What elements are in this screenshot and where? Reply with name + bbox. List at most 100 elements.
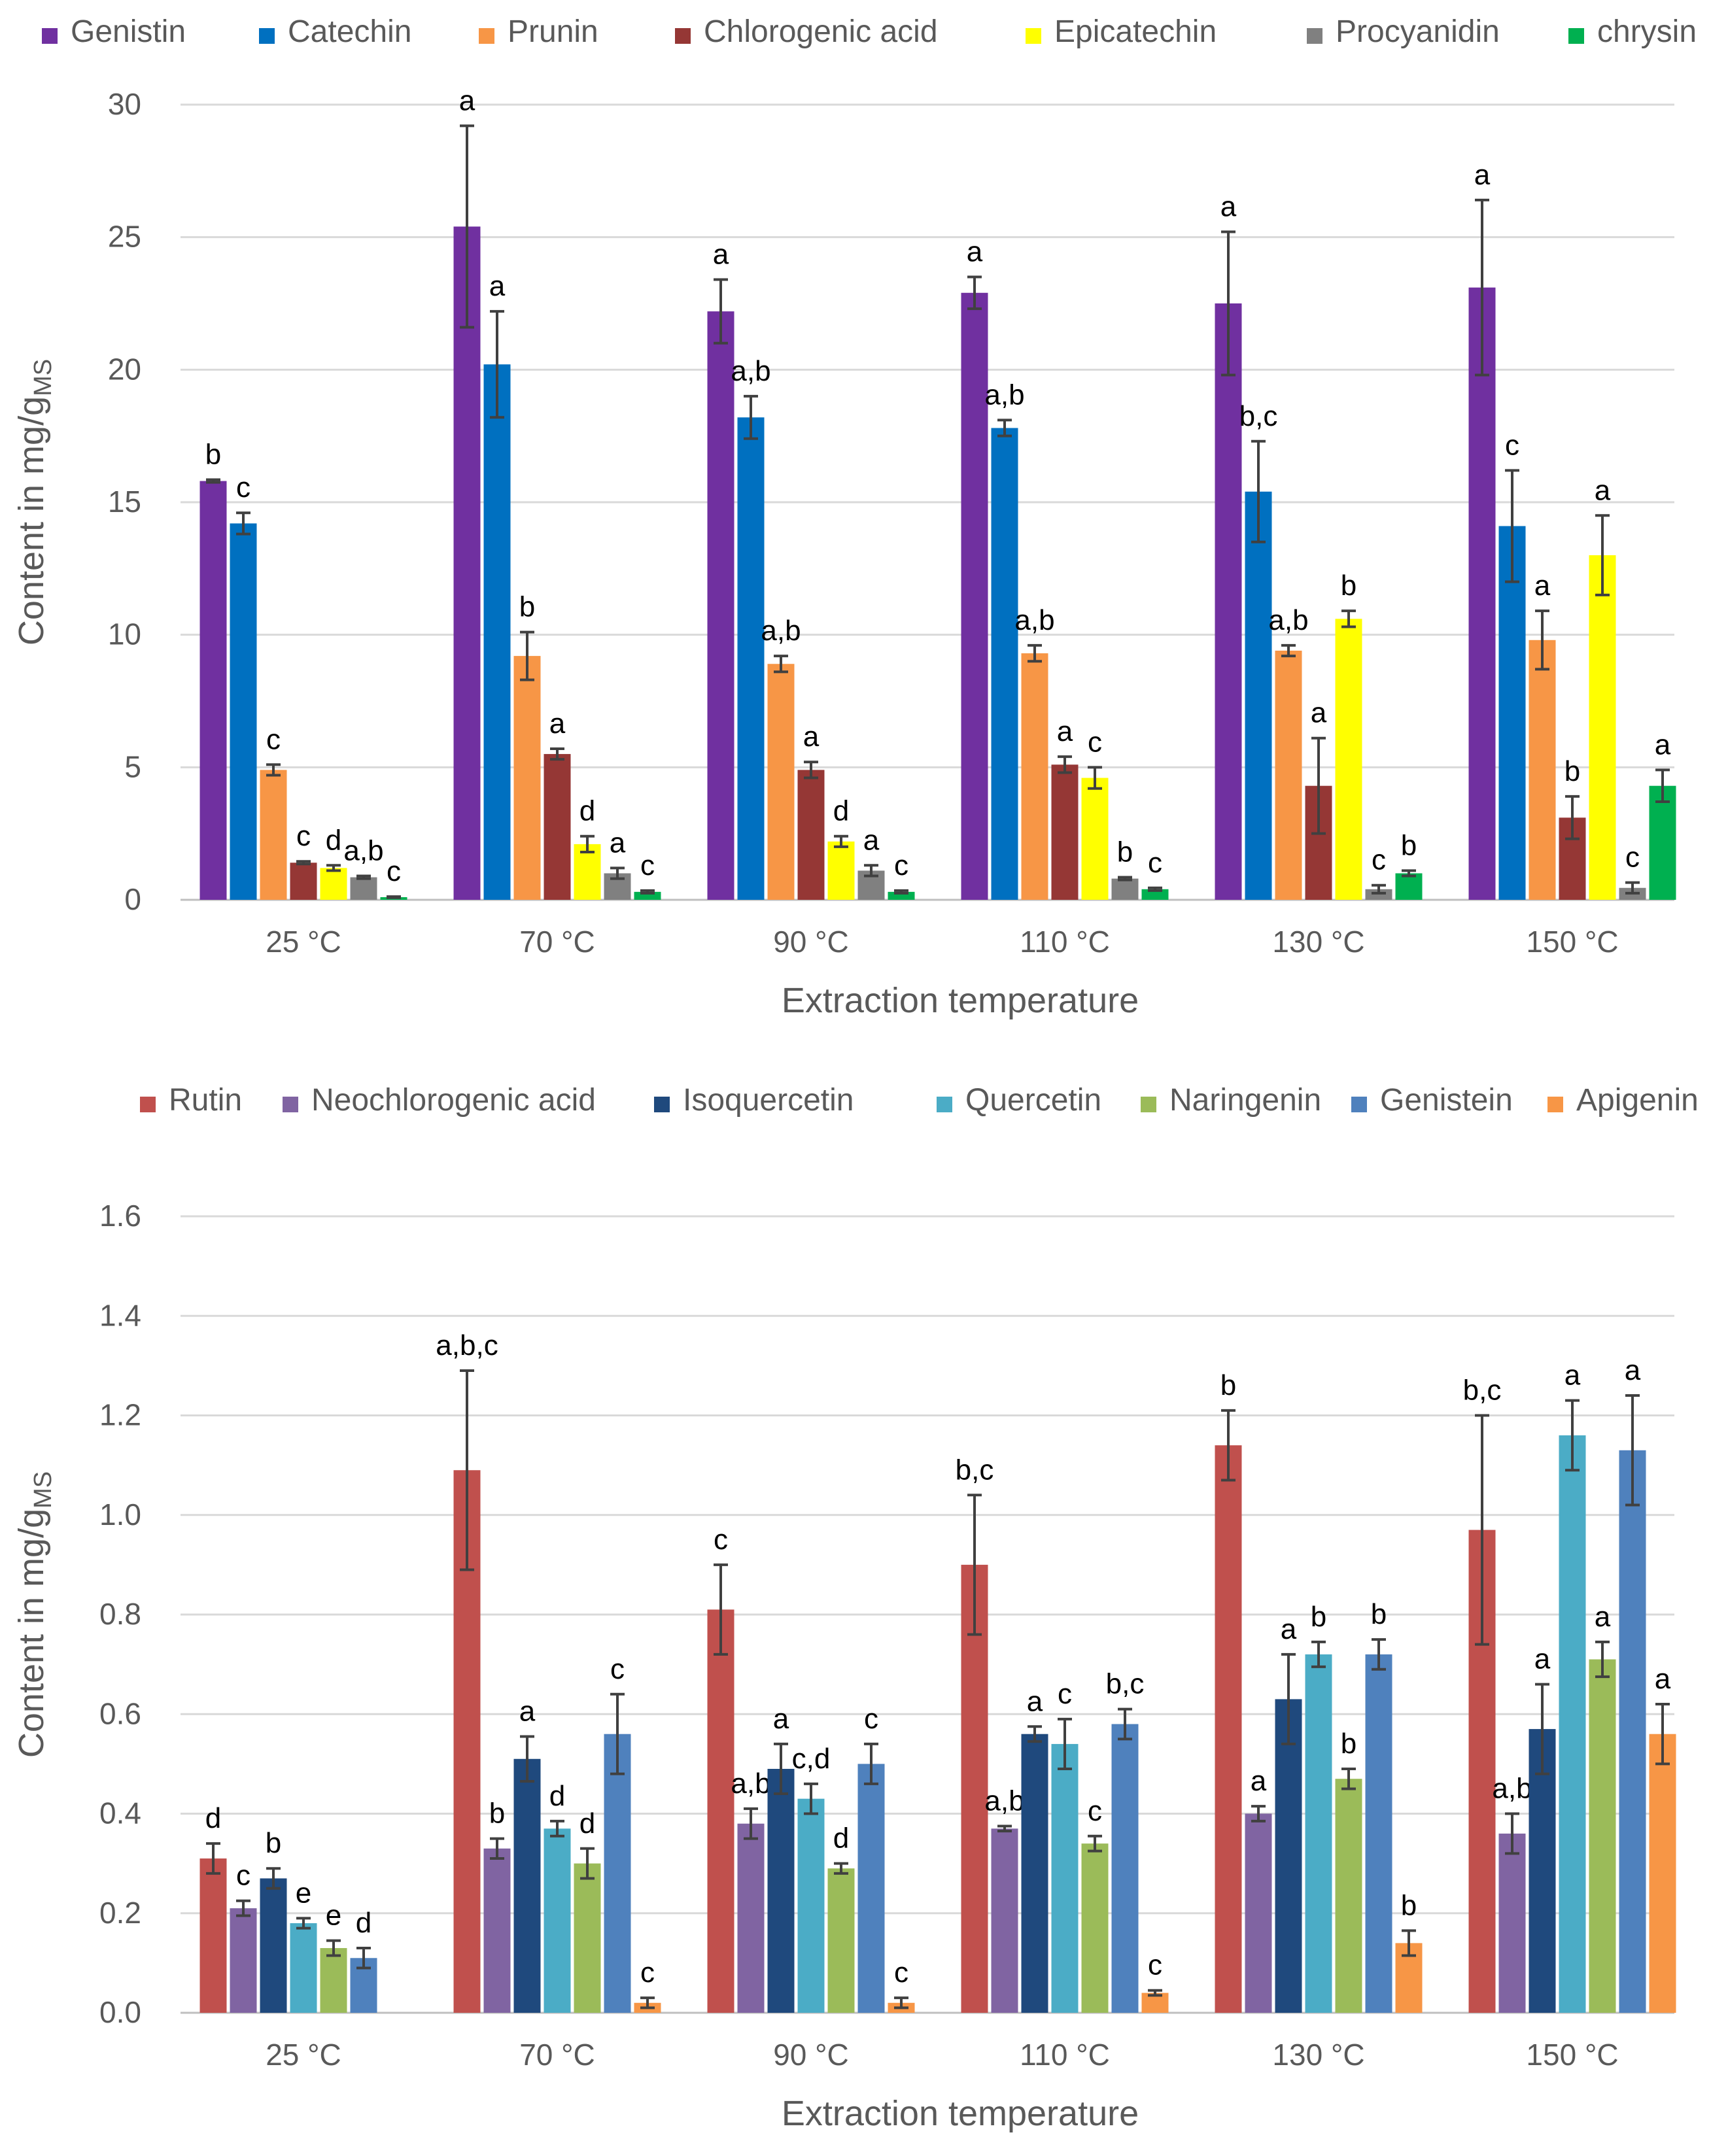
bar-genistein-150-c — [1619, 1450, 1646, 2013]
y-tick-label: 0 — [124, 882, 141, 916]
x-tick-label: 25 °C — [266, 2038, 341, 2072]
significance-letter: a — [1251, 1765, 1267, 1797]
bar-quercetin-110-c — [1051, 1743, 1079, 2013]
significance-letter: a,b,c — [436, 1329, 498, 1361]
significance-letter: a — [1311, 697, 1327, 729]
significance-letter: a — [610, 827, 626, 859]
significance-letter: b — [266, 1827, 281, 1859]
x-tick-label: 130 °C — [1272, 2038, 1364, 2072]
bar-genistein-90-c — [857, 1764, 885, 2013]
significance-letter: a — [549, 708, 566, 740]
bar-quercetin-130-c — [1305, 1654, 1332, 2013]
significance-letter: c — [610, 1653, 625, 1685]
significance-letter: c — [1148, 847, 1162, 879]
bar-chrysin-130-c — [1395, 873, 1423, 900]
bar-isoquercetin-150-c — [1529, 1729, 1556, 2013]
bar-epicatechin-110-c — [1081, 778, 1109, 900]
significance-letter: b,c — [1106, 1668, 1145, 1700]
significance-letter: b — [1401, 829, 1417, 861]
significance-letter: a,b — [731, 355, 770, 387]
significance-letter: b — [519, 591, 535, 623]
significance-letter: a — [1595, 1601, 1611, 1633]
significance-letter: a — [1220, 191, 1237, 223]
bar-rutin-110-c — [961, 1564, 988, 2013]
significance-letter: b — [1371, 1598, 1387, 1630]
significance-letter: b — [205, 439, 221, 471]
y-tick-label: 0.0 — [99, 1995, 141, 2029]
bar-genistin-90-c — [707, 311, 734, 900]
bar-genistin-130-c — [1215, 303, 1242, 900]
y-axis-title: Content in mg/gMS — [12, 359, 57, 645]
bar-neochlorogenic-acid-110-c — [991, 1828, 1018, 2013]
significance-letter: a — [489, 270, 506, 302]
significance-letter: a — [803, 721, 820, 753]
bar-catechin-110-c — [991, 428, 1018, 900]
significance-letter: b — [1220, 1369, 1236, 1401]
legend-swatch-naringenin — [1141, 1097, 1156, 1112]
significance-letter: b — [1341, 1728, 1356, 1760]
legend-label-genistein: Genistein — [1380, 1083, 1513, 1118]
bar-genistin-25-c — [199, 481, 227, 900]
x-tick-label: 90 °C — [773, 925, 849, 959]
significance-letter: d — [833, 1822, 849, 1855]
bar-chlorogenic-acid-25-c — [290, 863, 317, 900]
significance-letter: c — [894, 849, 908, 881]
significance-letter: d — [356, 1907, 372, 1939]
legend-label-epicatechin: Epicatechin — [1054, 14, 1217, 49]
bar-apigenin-150-c — [1649, 1734, 1676, 2013]
significance-letter: c — [1088, 1795, 1102, 1827]
legend-swatch-chrysin — [1568, 28, 1584, 44]
legend-swatch-catechin — [259, 28, 275, 44]
legend-label-neochlorogenic-acid: Neochlorogenic acid — [311, 1083, 596, 1118]
significance-letter: b,c — [1463, 1375, 1502, 1407]
bar-chlorogenic-acid-90-c — [797, 770, 825, 900]
significance-letter: a — [1564, 1360, 1581, 1392]
x-tick-label: 25 °C — [266, 925, 341, 959]
significance-letter: a — [1625, 1354, 1641, 1386]
significance-letter: a — [773, 1703, 789, 1735]
significance-letter: a — [519, 1696, 536, 1728]
significance-letter: a — [1655, 728, 1671, 761]
legend-label-chrysin: chrysin — [1597, 14, 1697, 49]
y-axis-title-main: Content in mg/g — [12, 1509, 51, 1758]
x-axis-title: Extraction temperature — [782, 2094, 1139, 2133]
bar-epicatechin-70-c — [574, 844, 601, 900]
bar-quercetin-90-c — [797, 1798, 825, 2013]
significance-letter: a,b — [1014, 604, 1054, 636]
bar-isoquercetin-130-c — [1275, 1699, 1302, 2013]
bar-genistein-70-c — [604, 1734, 631, 2013]
y-tick-label: 0.4 — [99, 1796, 141, 1830]
legend-label-quercetin: Quercetin — [965, 1083, 1101, 1118]
significance-letter: b — [489, 1798, 505, 1830]
significance-letter: a,b — [731, 1768, 770, 1800]
legend-label-catechin: Catechin — [288, 14, 411, 49]
bar-prunin-70-c — [513, 656, 541, 900]
significance-letter: b — [1401, 1889, 1417, 1921]
bar-naringenin-150-c — [1589, 1659, 1616, 2013]
bar-genistein-110-c — [1111, 1724, 1139, 2013]
bar-rutin-25-c — [199, 1858, 227, 2013]
bar-isoquercetin-110-c — [1021, 1734, 1048, 2013]
legend-swatch-chlorogenic-acid — [675, 28, 691, 44]
legend-label-procyanidin: Procyanidin — [1336, 14, 1500, 49]
significance-letter: e — [326, 1900, 341, 1932]
significance-letter: c — [1625, 842, 1640, 874]
significance-letter: c — [640, 1957, 655, 1989]
bar-quercetin-150-c — [1559, 1435, 1586, 2013]
chart-top: Genistin Catechin Prunin Chlorogenic acid Ep… — [12, 14, 1697, 1020]
bar-naringenin-90-c — [827, 1868, 855, 2013]
bar-neochlorogenic-acid-70-c — [483, 1848, 511, 2013]
legend-label-genistin: Genistin — [71, 14, 186, 49]
significance-letter: a — [459, 84, 475, 116]
significance-letter: a,b — [1492, 1773, 1532, 1805]
significance-letter: b — [1341, 570, 1356, 602]
x-tick-label: 150 °C — [1526, 925, 1618, 959]
legend-swatch-prunin — [479, 28, 494, 44]
y-tick-label: 1.2 — [99, 1398, 141, 1432]
bar-naringenin-70-c — [574, 1863, 601, 2013]
bar-genistin-150-c — [1468, 287, 1496, 900]
y-axis-title: Content in mg/gMS — [12, 1471, 57, 1758]
bar-isoquercetin-70-c — [513, 1758, 541, 2013]
bar-prunin-150-c — [1529, 640, 1556, 900]
